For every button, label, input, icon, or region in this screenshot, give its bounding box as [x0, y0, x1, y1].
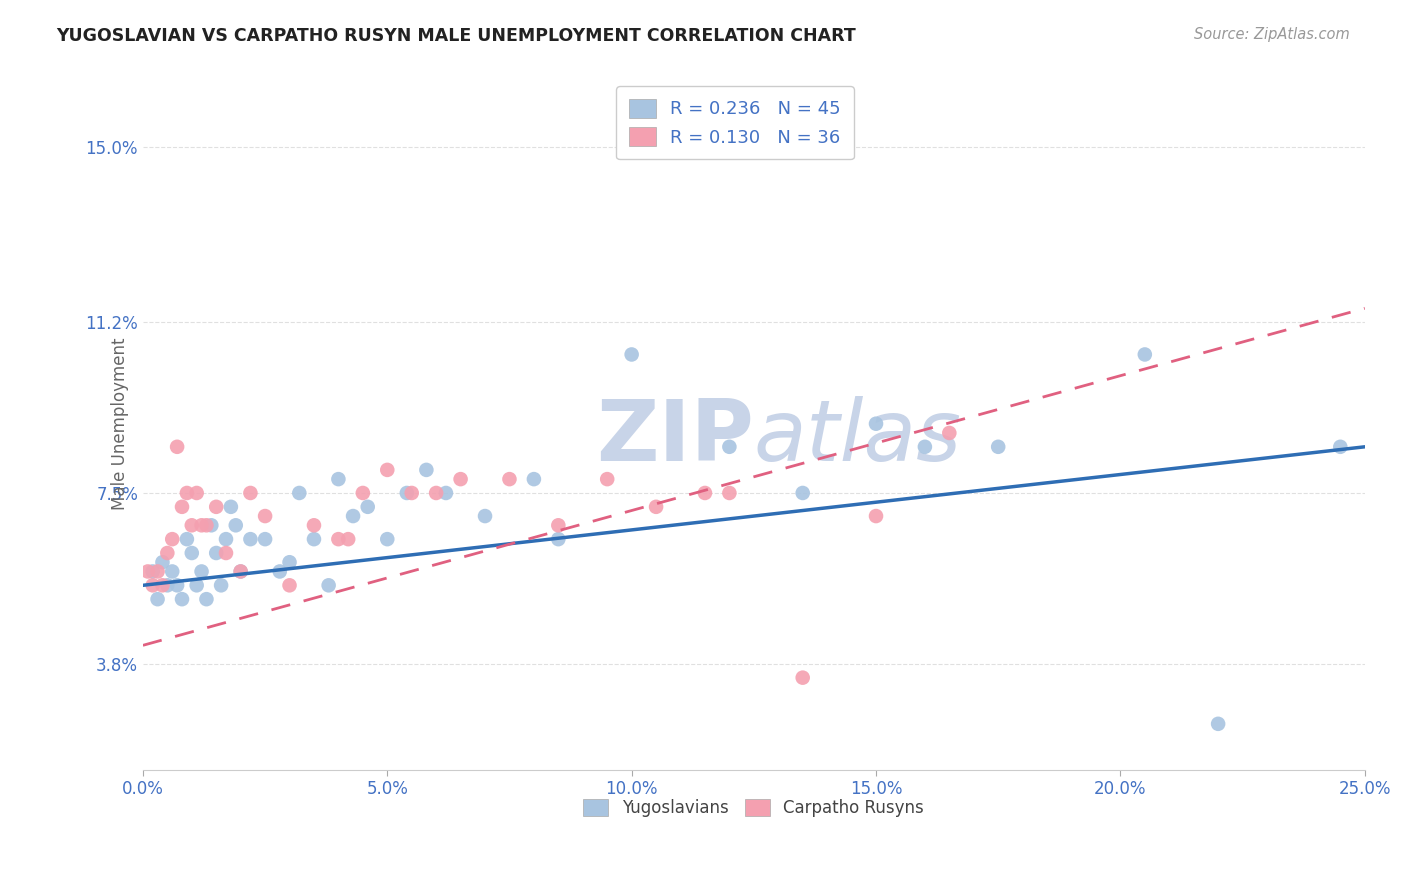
Point [195, 592, 218, 607]
Point [205, 546, 228, 560]
Point [718, 440, 741, 454]
Point [146, 592, 169, 607]
Text: Source: ZipAtlas.com: Source: ZipAtlas.com [1194, 27, 1350, 42]
Point [693, 486, 716, 500]
Point [142, 565, 165, 579]
Point [415, 463, 437, 477]
Point [547, 518, 569, 533]
Legend: Yugoslavians, Carpatho Rusyns: Yugoslavians, Carpatho Rusyns [576, 792, 931, 824]
Point [176, 486, 198, 500]
Point [190, 518, 212, 533]
Point [328, 472, 350, 486]
Point [523, 472, 546, 486]
Point [136, 565, 159, 579]
Point [395, 486, 418, 500]
Point [547, 532, 569, 546]
Point [914, 440, 936, 454]
Point [239, 486, 262, 500]
Point [146, 565, 169, 579]
Point [425, 486, 447, 500]
Point [318, 578, 340, 592]
Point [1133, 347, 1156, 361]
Point [302, 532, 325, 546]
Point [142, 578, 165, 592]
Point [401, 486, 423, 500]
Point [1329, 440, 1351, 454]
Point [176, 532, 198, 546]
Point [450, 472, 472, 486]
Point [186, 486, 208, 500]
Point [162, 565, 184, 579]
Point [200, 518, 222, 533]
Point [152, 578, 174, 592]
Point [718, 486, 741, 500]
Point [170, 500, 193, 514]
Point [166, 578, 188, 592]
Point [205, 500, 228, 514]
Point [186, 578, 208, 592]
Point [225, 518, 247, 533]
Point [269, 565, 291, 579]
Point [1206, 716, 1229, 731]
Point [229, 565, 252, 579]
Point [792, 486, 814, 500]
Point [375, 463, 398, 477]
Point [215, 532, 238, 546]
Point [337, 532, 360, 546]
Point [254, 532, 277, 546]
Point [596, 472, 619, 486]
Point [209, 578, 232, 592]
Point [170, 592, 193, 607]
Point [792, 671, 814, 685]
Point [156, 578, 179, 592]
Point [162, 532, 184, 546]
Point [278, 555, 301, 569]
Point [865, 509, 887, 524]
Point [342, 509, 364, 524]
Point [357, 500, 380, 514]
Point [434, 486, 457, 500]
Point [195, 518, 218, 533]
Text: ZIP: ZIP [596, 396, 754, 479]
Text: YUGOSLAVIAN VS CARPATHO RUSYN MALE UNEMPLOYMENT CORRELATION CHART: YUGOSLAVIAN VS CARPATHO RUSYN MALE UNEMP… [56, 27, 856, 45]
Point [190, 565, 212, 579]
Point [180, 546, 202, 560]
Point [302, 518, 325, 533]
Text: atlas: atlas [754, 396, 962, 479]
Point [166, 440, 188, 454]
Point [219, 500, 242, 514]
Point [278, 578, 301, 592]
Point [215, 546, 238, 560]
Point [156, 546, 179, 560]
Point [865, 417, 887, 431]
Y-axis label: Male Unemployment: Male Unemployment [111, 337, 129, 510]
Point [152, 555, 174, 569]
Point [254, 509, 277, 524]
Point [987, 440, 1010, 454]
Point [229, 565, 252, 579]
Point [288, 486, 311, 500]
Point [328, 532, 350, 546]
Point [498, 472, 520, 486]
Point [474, 509, 496, 524]
Point [620, 347, 643, 361]
Point [375, 532, 398, 546]
Point [352, 486, 374, 500]
Point [239, 532, 262, 546]
Point [180, 518, 202, 533]
Point [938, 425, 960, 440]
Point [645, 500, 668, 514]
